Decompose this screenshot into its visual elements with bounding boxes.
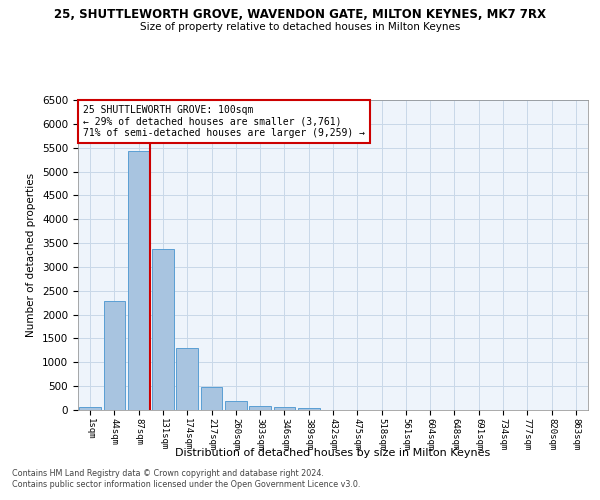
- Bar: [104, 302, 125, 410]
- Bar: [176, 348, 198, 410]
- Text: 25 SHUTTLEWORTH GROVE: 100sqm
← 29% of detached houses are smaller (3,761)
71% o: 25 SHUTTLEWORTH GROVE: 100sqm ← 29% of d…: [83, 104, 365, 138]
- Text: Distribution of detached houses by size in Milton Keynes: Distribution of detached houses by size …: [175, 448, 491, 458]
- Bar: [200, 386, 223, 410]
- Text: Contains public sector information licensed under the Open Government Licence v3: Contains public sector information licen…: [12, 480, 361, 489]
- Bar: [249, 406, 271, 410]
- Bar: [274, 408, 295, 410]
- Text: 25, SHUTTLEWORTH GROVE, WAVENDON GATE, MILTON KEYNES, MK7 7RX: 25, SHUTTLEWORTH GROVE, WAVENDON GATE, M…: [54, 8, 546, 20]
- Bar: [128, 151, 149, 410]
- Bar: [225, 401, 247, 410]
- Bar: [298, 408, 320, 410]
- Text: Size of property relative to detached houses in Milton Keynes: Size of property relative to detached ho…: [140, 22, 460, 32]
- Y-axis label: Number of detached properties: Number of detached properties: [26, 173, 37, 337]
- Text: Contains HM Land Registry data © Crown copyright and database right 2024.: Contains HM Land Registry data © Crown c…: [12, 468, 324, 477]
- Bar: [152, 249, 174, 410]
- Bar: [79, 406, 101, 410]
